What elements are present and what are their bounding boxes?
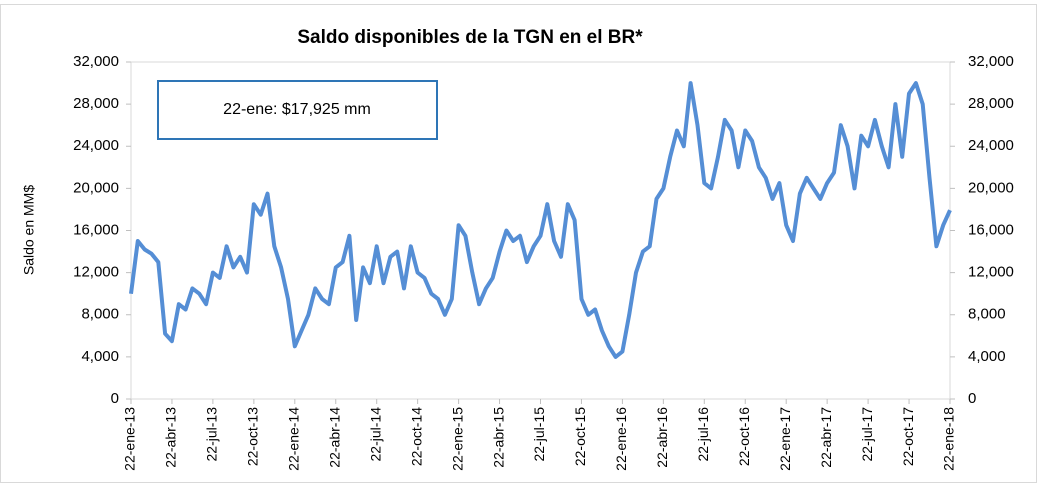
y2-tick-label: 16,000 bbox=[968, 221, 1014, 238]
y-tick-label: 24,000 bbox=[73, 137, 119, 154]
y-axis-label: Saldo en MM$ bbox=[21, 185, 37, 275]
x-tick-label: 22-oct-13 bbox=[245, 407, 261, 466]
x-tick-label: 22-ene-17 bbox=[777, 407, 793, 471]
x-tick-label: 22-jul-16 bbox=[695, 407, 711, 462]
y2-tick-label: 20,000 bbox=[968, 179, 1014, 196]
x-tick-label: 22-oct-14 bbox=[408, 407, 424, 466]
x-tick-label: 22-jul-17 bbox=[859, 407, 875, 462]
x-tick-label: 22-ene-16 bbox=[613, 407, 629, 471]
x-tick-label: 22-ene-14 bbox=[286, 407, 302, 471]
y2-tick-label: 24,000 bbox=[968, 137, 1014, 154]
y2-tick-label: 32,000 bbox=[968, 53, 1014, 70]
x-tick-label: 22-abr-15 bbox=[490, 407, 506, 468]
x-tick-label: 22-jul-15 bbox=[531, 407, 547, 462]
x-tick-label: 22-ene-15 bbox=[449, 407, 465, 471]
annotation-box bbox=[157, 80, 438, 140]
y-tick-label: 20,000 bbox=[73, 179, 119, 196]
y-tick-label: 0 bbox=[111, 390, 119, 407]
x-tick-label: 22-ene-18 bbox=[941, 407, 957, 471]
y2-tick-label: 8,000 bbox=[968, 306, 1006, 323]
x-tick-label: 22-oct-17 bbox=[900, 407, 916, 466]
y2-tick-label: 0 bbox=[968, 390, 976, 407]
y-tick-label: 4,000 bbox=[81, 348, 119, 365]
chart-frame bbox=[0, 4, 1037, 483]
y-tick-label: 8,000 bbox=[81, 306, 119, 323]
y-tick-label: 16,000 bbox=[73, 221, 119, 238]
y-tick-label: 32,000 bbox=[73, 53, 119, 70]
x-tick-label: 22-abr-13 bbox=[163, 407, 179, 468]
x-tick-label: 22-jul-14 bbox=[367, 407, 383, 462]
y2-tick-label: 28,000 bbox=[968, 95, 1014, 112]
annotation: 22-ene: $17,925 mm bbox=[223, 101, 371, 118]
y-tick-label: 12,000 bbox=[73, 264, 119, 281]
x-tick-label: 22-abr-14 bbox=[326, 407, 342, 468]
y2-tick-label: 12,000 bbox=[968, 264, 1014, 281]
x-tick-label: 22-jul-13 bbox=[204, 407, 220, 462]
chart-title: Saldo disponibles de la TGN en el BR* bbox=[297, 27, 643, 48]
y2-tick-label: 4,000 bbox=[968, 348, 1006, 365]
x-tick-label: 22-oct-16 bbox=[736, 407, 752, 466]
y-tick-label: 28,000 bbox=[73, 95, 119, 112]
x-tick-label: 22-ene-13 bbox=[122, 407, 138, 471]
data-line bbox=[129, 81, 952, 359]
x-tick-label: 22-abr-17 bbox=[818, 407, 834, 468]
x-tick-label: 22-oct-15 bbox=[572, 407, 588, 466]
x-tick-label: 22-abr-16 bbox=[654, 407, 670, 468]
